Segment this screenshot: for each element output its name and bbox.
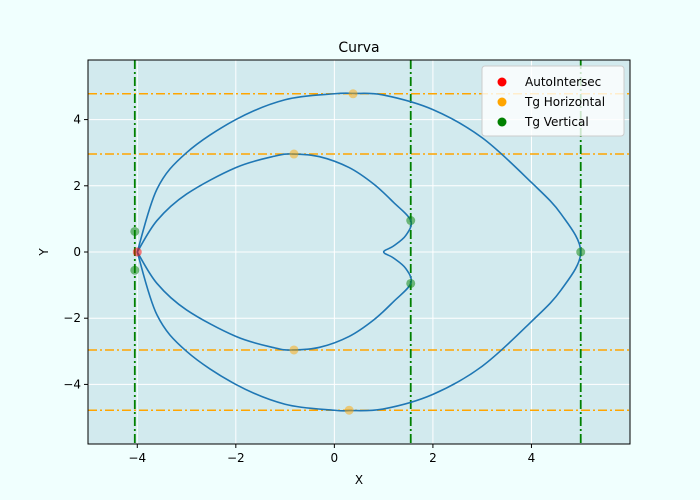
x-tick-label: −4 [128,451,146,465]
y-tick-label: 0 [73,245,81,259]
point-tg-vertical [406,216,416,226]
legend-label: AutoIntersec [525,75,601,89]
x-tick-label: 2 [429,451,437,465]
y-tick-label: −2 [63,311,81,325]
legend-box [481,65,625,137]
x-tick-label: 4 [528,451,536,465]
y-axis-ticks: −4 −2 0 2 4 [63,113,88,391]
legend-label: Tg Vertical [524,115,589,129]
legend-marker [497,97,507,107]
point-tg-horizontal [344,405,354,415]
y-tick-label: 2 [73,179,81,193]
x-axis-ticks: −4 −2 0 2 4 [128,444,535,465]
point-tg-horizontal [289,345,299,355]
curve-inner-loop [136,153,413,351]
y-tick-label: 4 [73,113,81,127]
legend-marker [497,77,507,87]
chart-title: Curva [338,40,379,56]
point-tg-vertical [130,226,140,236]
point-tg-vertical [406,278,416,288]
point-tg-vertical [130,265,140,275]
legend: AutoIntersec Tg Horizontal Tg Vertical [481,65,625,137]
y-tick-label: −4 [63,377,81,391]
point-tg-horizontal [348,89,358,99]
point-tg-horizontal [289,149,299,159]
x-tick-label: −2 [227,451,245,465]
legend-marker [497,117,507,127]
x-axis-label: X [355,473,363,487]
point-tg-vertical [576,247,586,257]
point-autointersec [132,247,142,257]
x-tick-label: 0 [331,451,339,465]
points [130,89,586,415]
y-axis-label: Y [37,248,51,257]
legend-label: Tg Horizontal [524,95,605,109]
